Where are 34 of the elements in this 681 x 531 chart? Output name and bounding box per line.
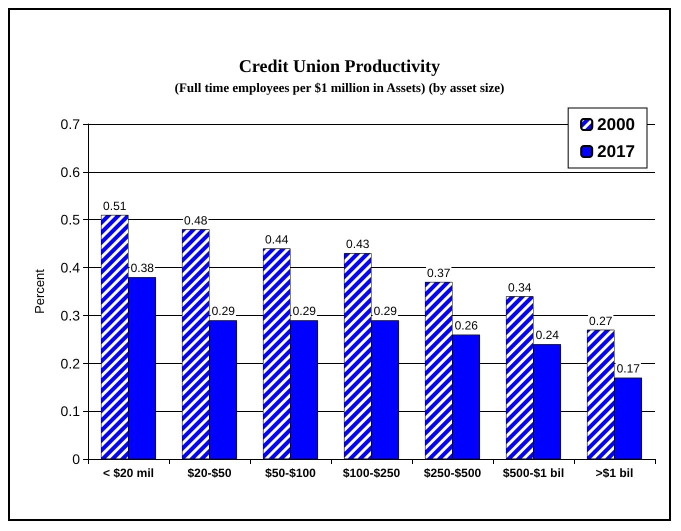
data-label: 0.27: [589, 314, 613, 328]
data-label: 0.26: [454, 318, 478, 333]
data-label: 0.24: [536, 328, 560, 342]
y-tick-label: 0: [72, 451, 80, 467]
y-axis-title: Percent: [32, 268, 47, 314]
data-label: 0.17: [616, 362, 640, 376]
x-tick-label: $250-$500: [424, 466, 482, 480]
legend-label: 2000: [597, 115, 636, 134]
data-label: 0.29: [374, 304, 398, 318]
data-label: 0.34: [508, 280, 532, 294]
y-tick-label: 0.3: [60, 307, 80, 324]
data-label: 0.48: [184, 213, 208, 228]
data-label: 0.29: [212, 304, 236, 318]
y-tick-label: 0.1: [60, 403, 80, 420]
x-tick-label: $500-$1 bil: [502, 466, 564, 480]
chart-title: Credit Union Productivity: [238, 56, 440, 76]
y-tick-label: 0.5: [60, 212, 80, 228]
data-label: 0.38: [130, 261, 154, 276]
data-label: 0.37: [427, 266, 451, 280]
y-tick-label: 0.6: [60, 164, 80, 180]
x-tick-label: >$1 bil: [596, 466, 634, 480]
data-label: 0.43: [346, 237, 370, 252]
x-tick-label: $20-$50: [187, 466, 232, 480]
x-tick-label: $50-$100: [265, 466, 316, 480]
y-tick-label: 0.2: [60, 355, 80, 372]
legend-label: 2017: [597, 142, 636, 161]
data-label: 0.44: [265, 232, 289, 246]
y-tick-label: 0.4: [60, 260, 80, 276]
chart-subtitle: (Full time employees per $1 million in Assets) (by asset size): [174, 80, 504, 95]
y-tick-label: 0.7: [60, 116, 80, 132]
data-label: 0.29: [292, 304, 316, 318]
x-tick-label: < $20 mil: [102, 466, 154, 480]
data-label: 0.51: [103, 198, 127, 213]
x-tick-label: $100-$250: [342, 466, 401, 480]
